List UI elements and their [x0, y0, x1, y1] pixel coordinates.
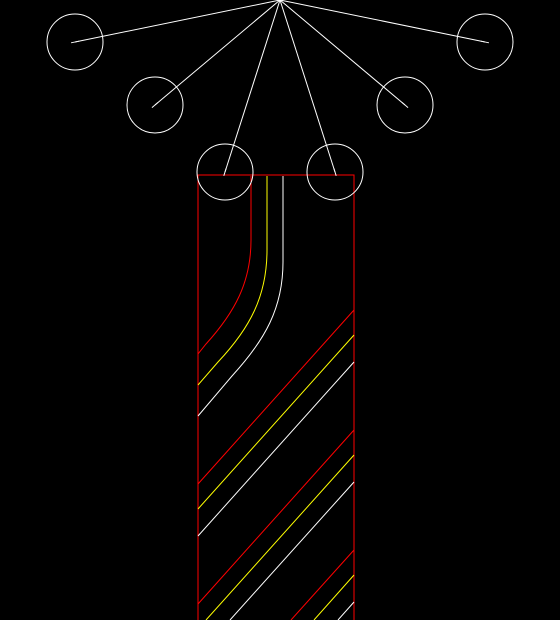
cad-diagram	[0, 0, 560, 620]
background	[0, 0, 560, 620]
